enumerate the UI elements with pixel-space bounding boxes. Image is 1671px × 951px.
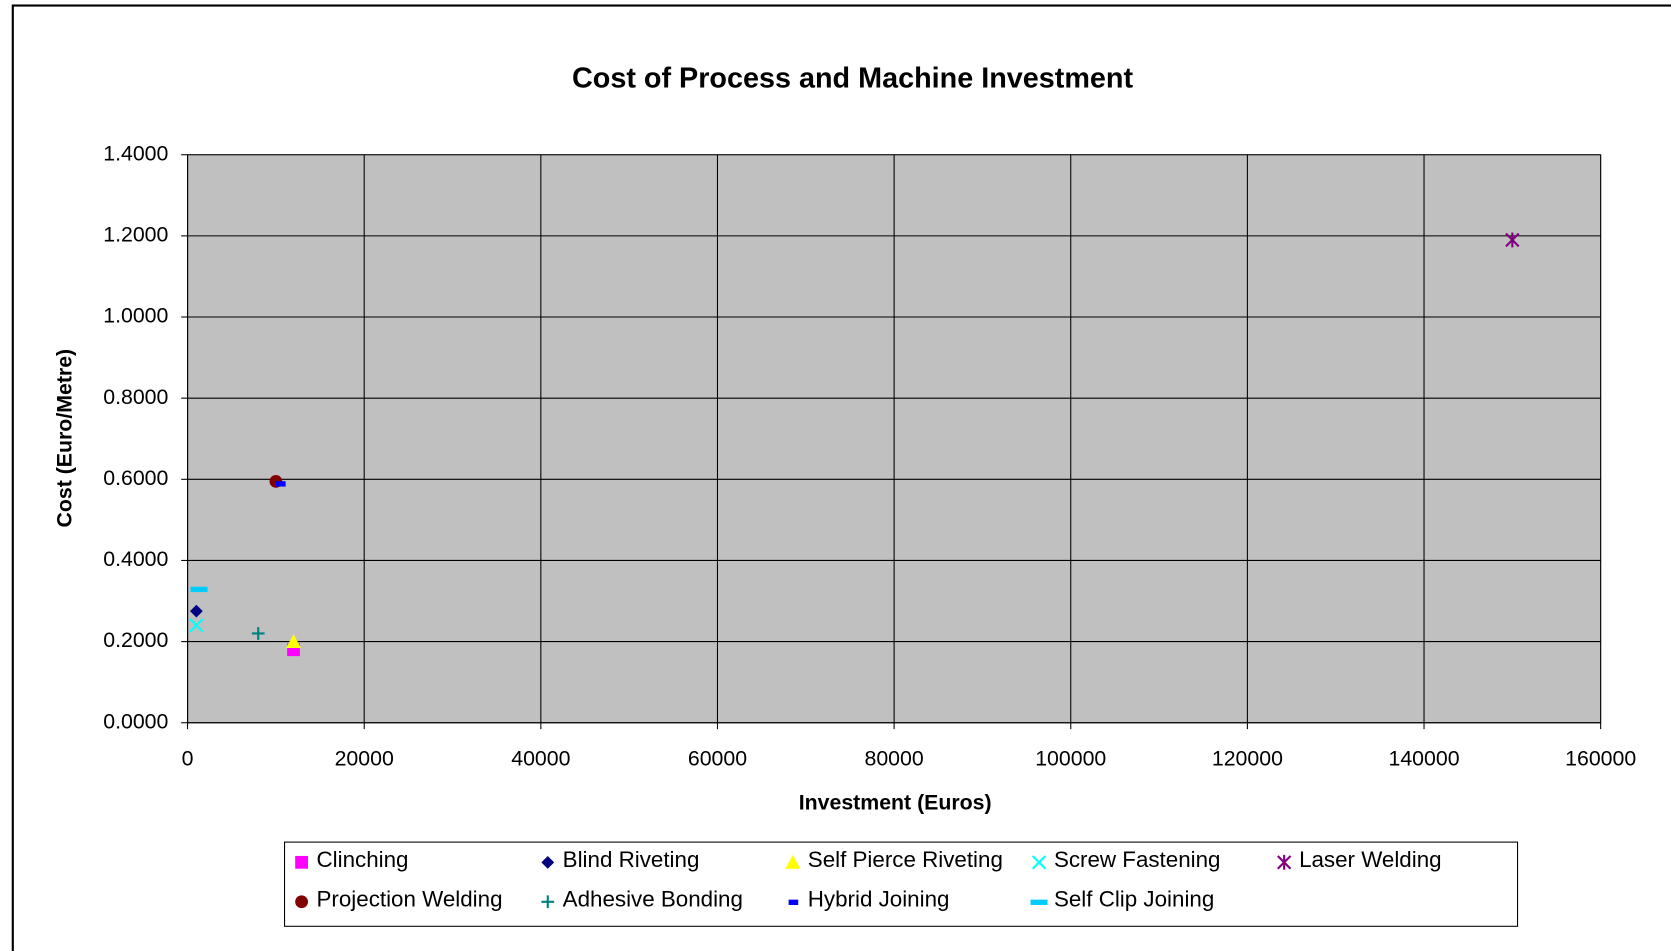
y-tick-label: 1.0000 xyxy=(103,304,168,328)
x-tick-label: 60000 xyxy=(688,747,747,771)
point xyxy=(1505,232,1520,248)
legend-label: Screw Fastening xyxy=(1054,847,1221,872)
legend-label: Self Clip Joining xyxy=(1054,887,1214,912)
legend-marker xyxy=(788,899,799,905)
legend xyxy=(284,841,1519,927)
legend-label: Blind Riveting xyxy=(563,847,700,872)
x-tick-label: 100000 xyxy=(1035,747,1106,771)
y-tick-label: 0.2000 xyxy=(103,628,168,652)
legend-label: Hybrid Joining xyxy=(808,887,950,912)
x-tick-label: 120000 xyxy=(1212,747,1283,771)
y-tick-label: 1.2000 xyxy=(103,222,168,246)
point xyxy=(189,618,204,633)
y-tick-label: 0.0000 xyxy=(103,709,168,733)
y-axis-title: Cost (Euro/Metre) xyxy=(53,349,77,528)
x-tick-label: 0 xyxy=(182,747,194,771)
legend-label: Adhesive Bonding xyxy=(563,887,743,912)
point xyxy=(190,586,208,593)
x-tick-label: 140000 xyxy=(1388,747,1459,771)
chart-title: Cost of Process and Machine Investment xyxy=(572,63,1133,95)
legend-label: Self Pierce Riveting xyxy=(808,847,1003,872)
legend-marker xyxy=(785,854,801,869)
x-tick-label: 160000 xyxy=(1565,747,1636,771)
legend-marker xyxy=(1031,855,1047,870)
y-tick-label: 0.6000 xyxy=(103,466,168,490)
y-tick-label: 0.4000 xyxy=(103,547,168,571)
x-axis-title: Investment (Euros) xyxy=(799,790,992,814)
legend-marker xyxy=(295,895,308,909)
x-tick-label: 20000 xyxy=(335,747,394,771)
legend-label: Projection Welding xyxy=(317,887,503,912)
x-tick-label: 40000 xyxy=(511,747,570,771)
legend-marker xyxy=(1277,854,1292,870)
point xyxy=(276,481,286,487)
y-tick-label: 1.4000 xyxy=(103,141,168,165)
legend-label: Laser Welding xyxy=(1299,847,1442,872)
legend-marker xyxy=(295,855,308,869)
legend-marker xyxy=(1030,899,1048,905)
legend-marker xyxy=(541,895,555,909)
legend-label: Clinching xyxy=(317,847,409,872)
point xyxy=(251,627,265,640)
point xyxy=(189,604,203,618)
y-tick-label: 0.8000 xyxy=(103,385,168,409)
x-tick-label: 80000 xyxy=(864,747,923,771)
legend-marker xyxy=(541,855,555,869)
point xyxy=(286,634,302,648)
